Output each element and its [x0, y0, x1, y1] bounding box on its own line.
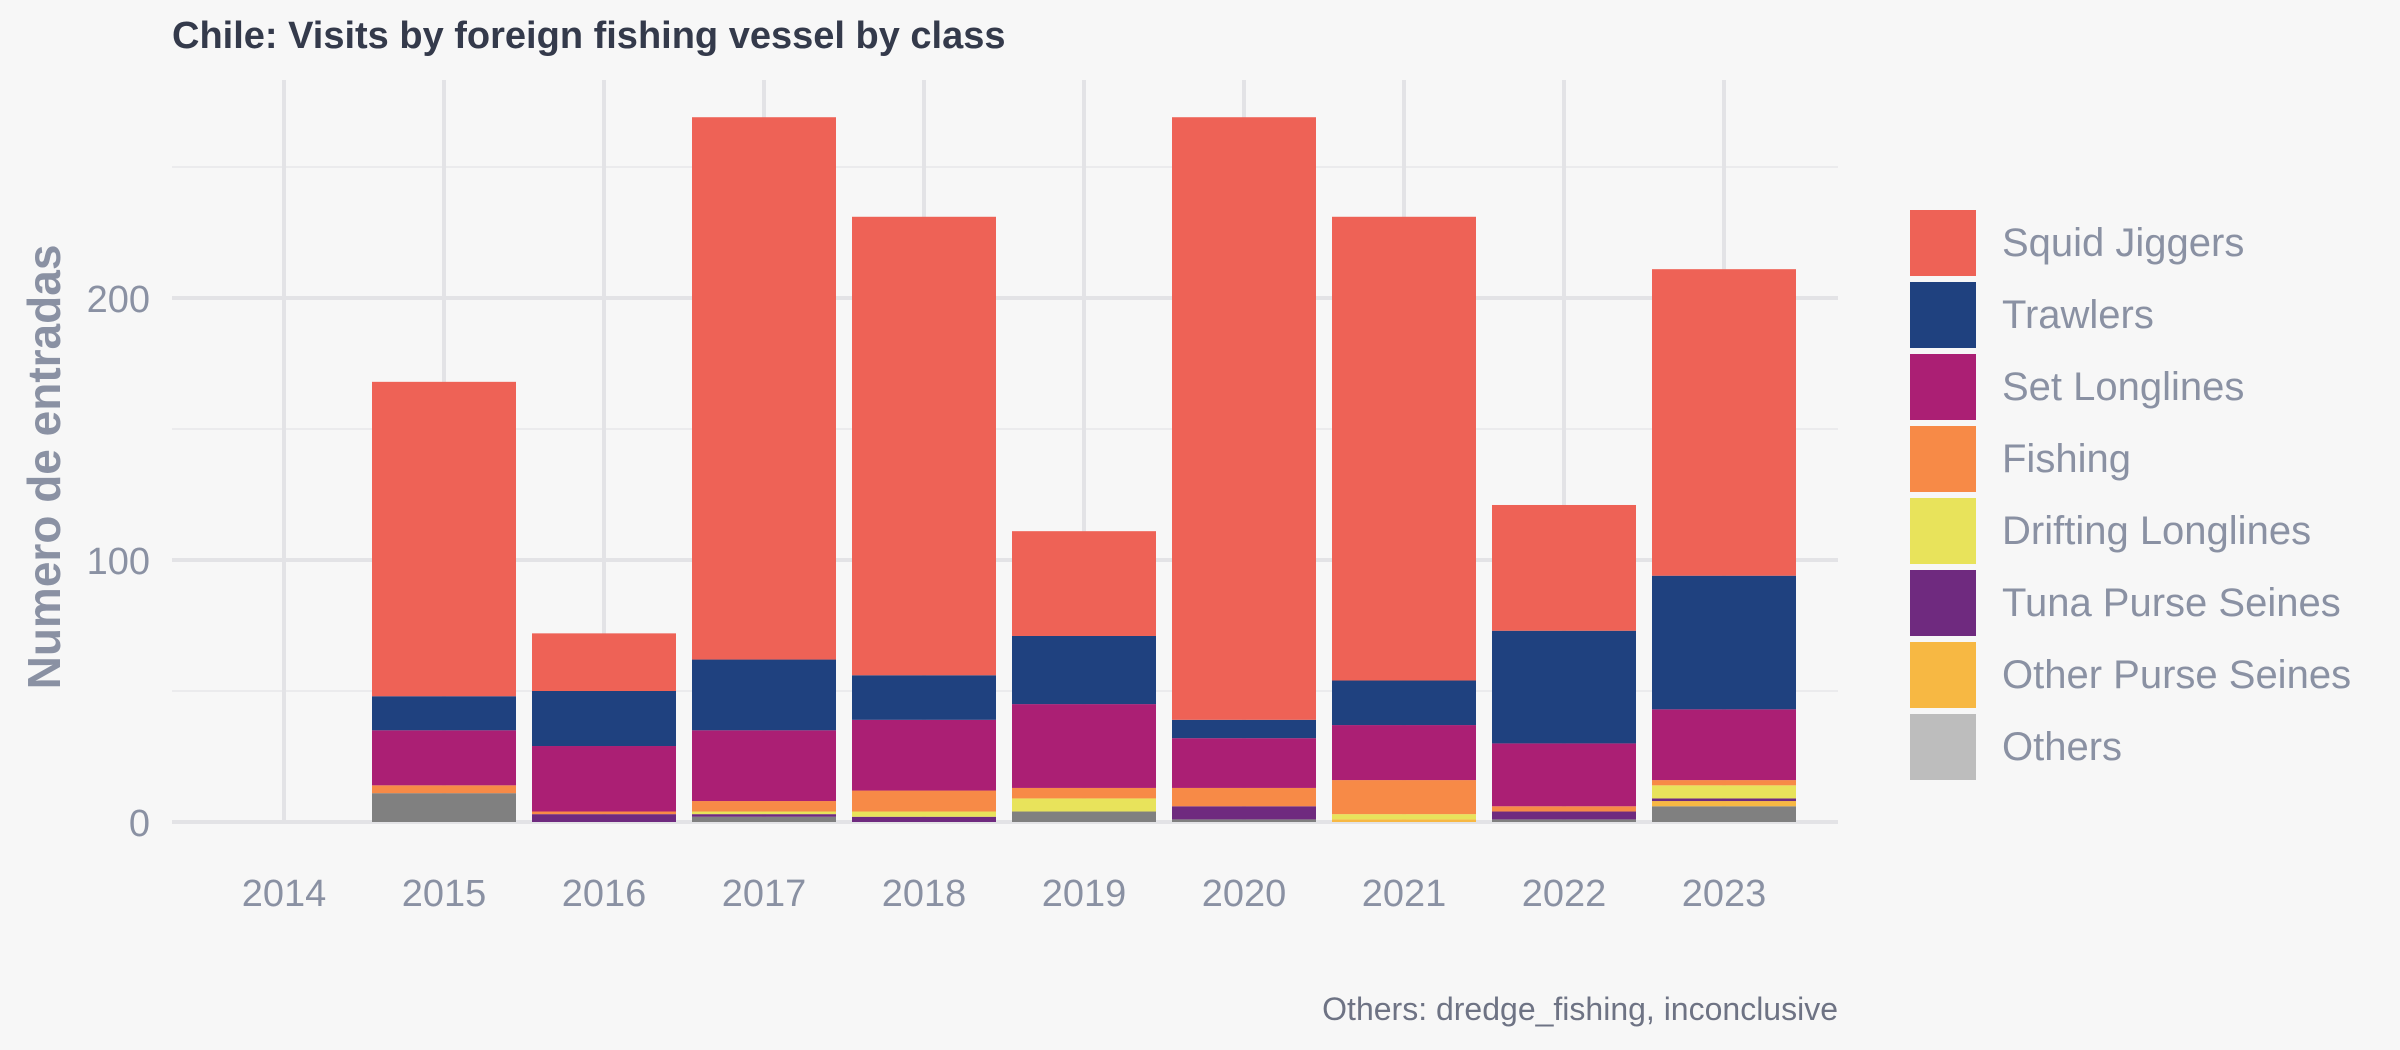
bar-segment-set-longlines-2015 [372, 730, 516, 786]
bar-segment-fishing-2023 [1652, 780, 1796, 786]
bar-segment-squid-jiggers-2018 [852, 216, 996, 676]
bar-segment-tuna-purse-seines-2018 [852, 816, 996, 822]
x-tick-label: 2022 [1522, 873, 1607, 915]
bar-segment-set-longlines-2018 [852, 719, 996, 791]
legend-key-other-purse-seines [1910, 642, 1976, 708]
bar-segment-drifting-longlines-2019 [1012, 798, 1156, 812]
legend-key-tuna-purse-seines [1910, 570, 1976, 636]
bar-segment-set-longlines-2021 [1332, 725, 1476, 781]
legend-label-squid-jiggers: Squid Jiggers [2002, 221, 2244, 265]
bar-segment-trawlers-2017 [692, 659, 836, 731]
legend: Squid Jiggers Trawlers Set Longlines Fishin… [1910, 210, 2351, 780]
x-tick-label: 2017 [722, 873, 807, 915]
bar-segment-fishing-2016 [532, 811, 676, 815]
x-tick-label: 2015 [402, 873, 487, 915]
bar-segment-set-longlines-2016 [532, 746, 676, 812]
legend-key-others [1910, 714, 1976, 780]
bar-segment-drifting-longlines-2021 [1332, 814, 1476, 820]
bar-segment-squid-jiggers-2016 [532, 633, 676, 691]
legend-key-squid-jiggers [1910, 210, 1976, 276]
bar-segment-trawlers-2019 [1012, 635, 1156, 705]
legend-label-trawlers: Trawlers [2002, 293, 2154, 337]
bar-segment-set-longlines-2019 [1012, 704, 1156, 788]
bar-segment-squid-jiggers-2020 [1172, 117, 1316, 720]
legend-label-tuna-purse-seines: Tuna Purse Seines [2002, 581, 2341, 625]
legend-key-drifting-longlines [1910, 498, 1976, 564]
legend-key-set-longlines [1910, 354, 1976, 420]
bar-segment-trawlers-2023 [1652, 575, 1796, 710]
bar-segment-squid-jiggers-2022 [1492, 504, 1636, 631]
bar-segment-fishing-2015 [372, 785, 516, 794]
y-tick-label: 100 [87, 541, 150, 583]
y-tick-label: 0 [129, 803, 150, 845]
x-tick-label: 2023 [1682, 873, 1767, 915]
bar-segment-set-longlines-2020 [1172, 738, 1316, 788]
bar-segment-trawlers-2016 [532, 691, 676, 747]
bar-segment-other-purse-seines-2021 [1332, 819, 1476, 822]
bar-segment-trawlers-2018 [852, 675, 996, 720]
bar-segment-tuna-purse-seines-2017 [692, 814, 836, 817]
bar-segment-drifting-longlines-2018 [852, 811, 996, 817]
legend-label-drifting-longlines: Drifting Longlines [2002, 509, 2311, 553]
chart-title: Chile: Visits by foreign fishing vessel … [172, 15, 1005, 57]
bar-segment-squid-jiggers-2017 [692, 117, 836, 660]
chart-caption: Others: dredge_fishing, inconclusive [1322, 991, 1838, 1027]
legend-label-other-purse-seines: Other Purse Seines [2002, 653, 2351, 697]
bar-segment-fishing-2018 [852, 790, 996, 812]
bar-segment-squid-jiggers-2015 [372, 381, 516, 697]
x-tick-label: 2019 [1042, 873, 1127, 915]
bar-segment-others-2017 [692, 816, 836, 822]
bar-segment-others-2020 [1172, 819, 1316, 822]
bar-segment-fishing-2021 [1332, 780, 1476, 815]
bar-segment-trawlers-2015 [372, 696, 516, 731]
bar-segment-squid-jiggers-2023 [1652, 269, 1796, 576]
bar-segment-fishing-2020 [1172, 787, 1316, 807]
bar-segment-tuna-purse-seines-2023 [1652, 798, 1796, 802]
bar-segment-set-longlines-2017 [692, 730, 836, 802]
bar-segment-others-2015 [372, 793, 516, 822]
legend-label-fishing: Fishing [2002, 437, 2131, 481]
bar-segment-trawlers-2022 [1492, 630, 1636, 744]
bar-segment-trawlers-2020 [1172, 719, 1316, 739]
bar-segment-drifting-longlines-2017 [692, 811, 836, 815]
bar-segment-other-purse-seines-2023 [1652, 801, 1796, 807]
bar-segment-fishing-2022 [1492, 806, 1636, 812]
bar-segment-tuna-purse-seines-2022 [1492, 811, 1636, 820]
bar-segment-others-2019 [1012, 811, 1156, 822]
axis-layer: 2014 2015 2016 2017 2018 2019 2020 2021 2022 2023… [87, 279, 1767, 915]
legend-key-trawlers [1910, 282, 1976, 348]
bar-segment-others-2023 [1652, 806, 1796, 822]
legend-label-set-longlines: Set Longlines [2002, 365, 2244, 409]
legend-key-fishing [1910, 426, 1976, 492]
x-tick-label: 2021 [1362, 873, 1447, 915]
bar-layer [372, 117, 1796, 822]
bar-segment-trawlers-2021 [1332, 680, 1476, 726]
bar-segment-fishing-2017 [692, 801, 836, 812]
y-tick-label: 200 [87, 279, 150, 321]
bar-segment-others-2022 [1492, 819, 1636, 822]
bar-segment-set-longlines-2023 [1652, 709, 1796, 781]
bar-segment-tuna-purse-seines-2016 [532, 814, 676, 822]
x-tick-label: 2020 [1202, 873, 1287, 915]
x-tick-label: 2018 [882, 873, 967, 915]
bar-segment-tuna-purse-seines-2020 [1172, 806, 1316, 820]
y-axis-title: Numero de entradas [18, 245, 70, 690]
legend-label-others: Others [2002, 725, 2122, 769]
bar-segment-set-longlines-2022 [1492, 743, 1636, 807]
bar-segment-squid-jiggers-2019 [1012, 531, 1156, 636]
bar-segment-fishing-2019 [1012, 787, 1156, 799]
bar-segment-squid-jiggers-2021 [1332, 216, 1476, 681]
x-tick-label: 2016 [562, 873, 647, 915]
bar-segment-drifting-longlines-2023 [1652, 785, 1796, 799]
x-tick-label: 2014 [242, 873, 327, 915]
